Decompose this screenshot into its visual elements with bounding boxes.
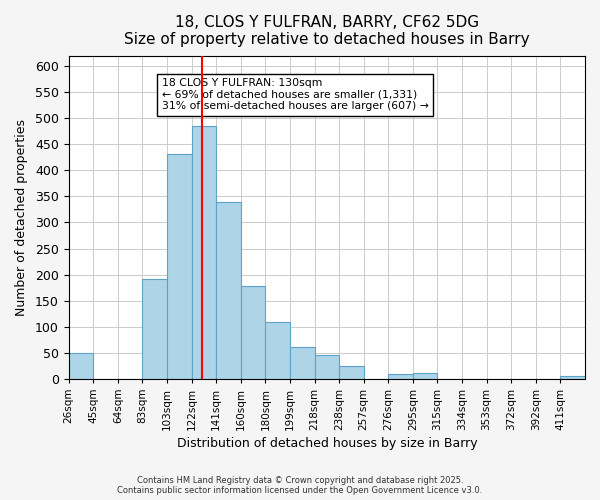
Y-axis label: Number of detached properties: Number of detached properties xyxy=(15,118,28,316)
Bar xyxy=(241,286,265,379)
Bar xyxy=(265,322,290,379)
Bar xyxy=(413,372,437,379)
Bar xyxy=(191,126,216,379)
Bar xyxy=(388,374,413,379)
Bar xyxy=(68,353,93,379)
Text: Contains HM Land Registry data © Crown copyright and database right 2025.
Contai: Contains HM Land Registry data © Crown c… xyxy=(118,476,482,495)
X-axis label: Distribution of detached houses by size in Barry: Distribution of detached houses by size … xyxy=(176,437,477,450)
Title: 18, CLOS Y FULFRAN, BARRY, CF62 5DG
Size of property relative to detached houses: 18, CLOS Y FULFRAN, BARRY, CF62 5DG Size… xyxy=(124,15,530,48)
Bar xyxy=(290,346,314,379)
Bar xyxy=(339,366,364,379)
Bar xyxy=(314,355,339,379)
Text: 18 CLOS Y FULFRAN: 130sqm
← 69% of detached houses are smaller (1,331)
31% of se: 18 CLOS Y FULFRAN: 130sqm ← 69% of detac… xyxy=(161,78,428,112)
Bar xyxy=(216,202,241,379)
Bar xyxy=(560,376,585,379)
Bar xyxy=(167,154,191,379)
Bar xyxy=(142,279,167,379)
